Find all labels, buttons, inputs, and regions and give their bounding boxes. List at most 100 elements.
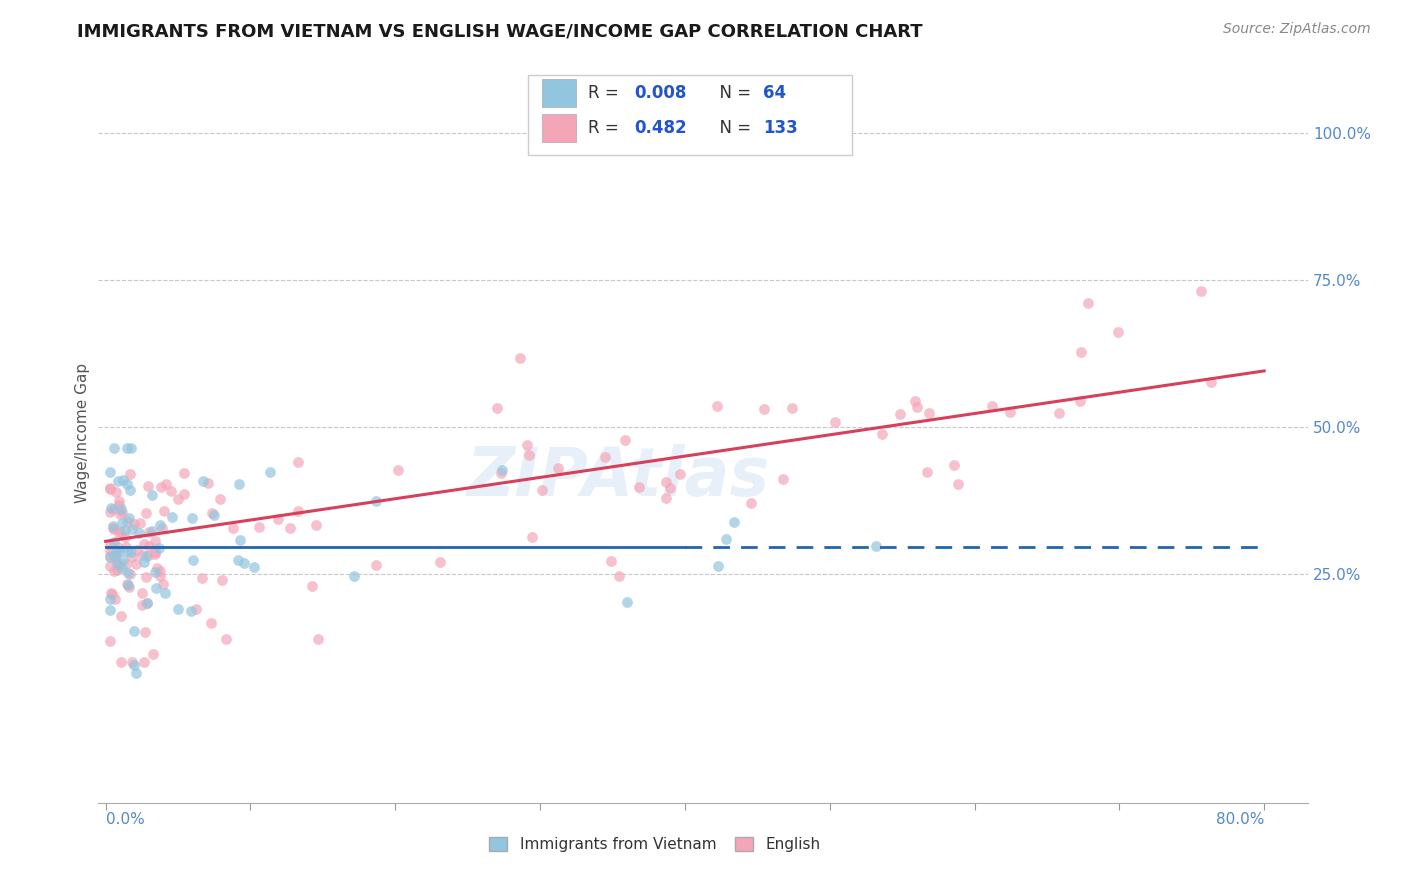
Point bbox=[114, 531, 136, 545]
Point bbox=[101, 518, 124, 533]
Point bbox=[115, 557, 138, 571]
Point bbox=[489, 466, 512, 480]
Point bbox=[98, 558, 121, 573]
Legend: Immigrants from Vietnam, English: Immigrants from Vietnam, English bbox=[482, 830, 827, 858]
Point bbox=[614, 433, 637, 447]
Point bbox=[115, 576, 138, 591]
Point bbox=[191, 474, 214, 488]
Point bbox=[211, 573, 233, 587]
Point bbox=[870, 427, 893, 442]
Point bbox=[181, 511, 204, 525]
Point bbox=[118, 580, 141, 594]
Point bbox=[98, 481, 121, 495]
Point bbox=[229, 533, 252, 548]
Point bbox=[222, 521, 245, 535]
Point bbox=[120, 441, 142, 455]
Point bbox=[918, 406, 941, 420]
Point bbox=[343, 568, 366, 582]
Point bbox=[128, 525, 150, 540]
Point bbox=[197, 475, 219, 490]
Point bbox=[520, 529, 543, 543]
Point bbox=[104, 546, 127, 560]
Point bbox=[108, 559, 131, 574]
Point bbox=[120, 567, 142, 582]
Point bbox=[103, 522, 125, 536]
Bar bbox=[543, 78, 576, 107]
Point bbox=[114, 523, 136, 537]
Point bbox=[905, 400, 928, 414]
Point bbox=[301, 579, 323, 593]
Point bbox=[107, 474, 129, 488]
Point bbox=[150, 480, 173, 494]
Point bbox=[131, 549, 153, 563]
Point bbox=[1070, 345, 1092, 359]
Point bbox=[387, 463, 409, 477]
Point bbox=[127, 542, 149, 557]
Point bbox=[110, 524, 132, 539]
Point bbox=[280, 521, 302, 535]
Point bbox=[98, 465, 121, 479]
Point bbox=[111, 553, 134, 567]
Point bbox=[110, 609, 132, 624]
Point bbox=[100, 586, 122, 600]
Point bbox=[111, 505, 134, 519]
Point bbox=[153, 586, 176, 600]
Point bbox=[98, 592, 121, 607]
Point bbox=[107, 541, 129, 555]
Point bbox=[108, 507, 131, 521]
Point bbox=[160, 510, 183, 524]
Point bbox=[134, 625, 156, 640]
Point bbox=[138, 539, 160, 553]
Point bbox=[942, 458, 965, 472]
Point bbox=[152, 577, 174, 591]
Point bbox=[101, 501, 124, 516]
Point bbox=[105, 557, 128, 571]
Point bbox=[136, 479, 159, 493]
Point bbox=[129, 516, 152, 531]
Point bbox=[740, 496, 762, 510]
Point bbox=[153, 504, 176, 518]
Point bbox=[173, 486, 195, 500]
Point bbox=[155, 476, 177, 491]
Point bbox=[117, 578, 139, 592]
Point bbox=[141, 488, 163, 502]
Point bbox=[167, 491, 190, 506]
Point bbox=[135, 596, 157, 610]
Y-axis label: Wage/Income Gap: Wage/Income Gap bbox=[75, 362, 90, 503]
Point bbox=[98, 549, 121, 564]
Point bbox=[865, 539, 887, 553]
Point bbox=[117, 566, 139, 581]
Text: IMMIGRANTS FROM VIETNAM VS ENGLISH WAGE/INCOME GAP CORRELATION CHART: IMMIGRANTS FROM VIETNAM VS ENGLISH WAGE/… bbox=[77, 22, 922, 40]
Point bbox=[752, 401, 775, 416]
Point bbox=[120, 483, 142, 497]
Point bbox=[143, 566, 166, 580]
Point bbox=[131, 585, 153, 599]
Point bbox=[707, 559, 730, 574]
Point bbox=[547, 461, 569, 475]
Point bbox=[259, 465, 281, 479]
Point bbox=[98, 634, 121, 648]
Point bbox=[98, 549, 121, 563]
Point bbox=[516, 437, 538, 451]
Point bbox=[145, 581, 167, 595]
Point bbox=[134, 555, 156, 569]
Point bbox=[772, 472, 794, 486]
Point bbox=[998, 404, 1021, 418]
Point bbox=[517, 448, 540, 462]
Point bbox=[150, 521, 173, 535]
Text: Source: ZipAtlas.com: Source: ZipAtlas.com bbox=[1223, 22, 1371, 37]
Point bbox=[148, 541, 170, 555]
Text: R =: R = bbox=[588, 119, 624, 136]
Text: ZIPAtlas: ZIPAtlas bbox=[467, 444, 770, 510]
Point bbox=[98, 538, 121, 552]
Point bbox=[135, 549, 157, 563]
Point bbox=[132, 655, 155, 669]
Point bbox=[723, 515, 745, 529]
Point bbox=[108, 543, 131, 558]
Point bbox=[110, 655, 132, 669]
Point bbox=[232, 557, 254, 571]
Point bbox=[108, 498, 131, 512]
Point bbox=[135, 506, 157, 520]
Point bbox=[889, 407, 911, 421]
Point bbox=[98, 483, 121, 497]
